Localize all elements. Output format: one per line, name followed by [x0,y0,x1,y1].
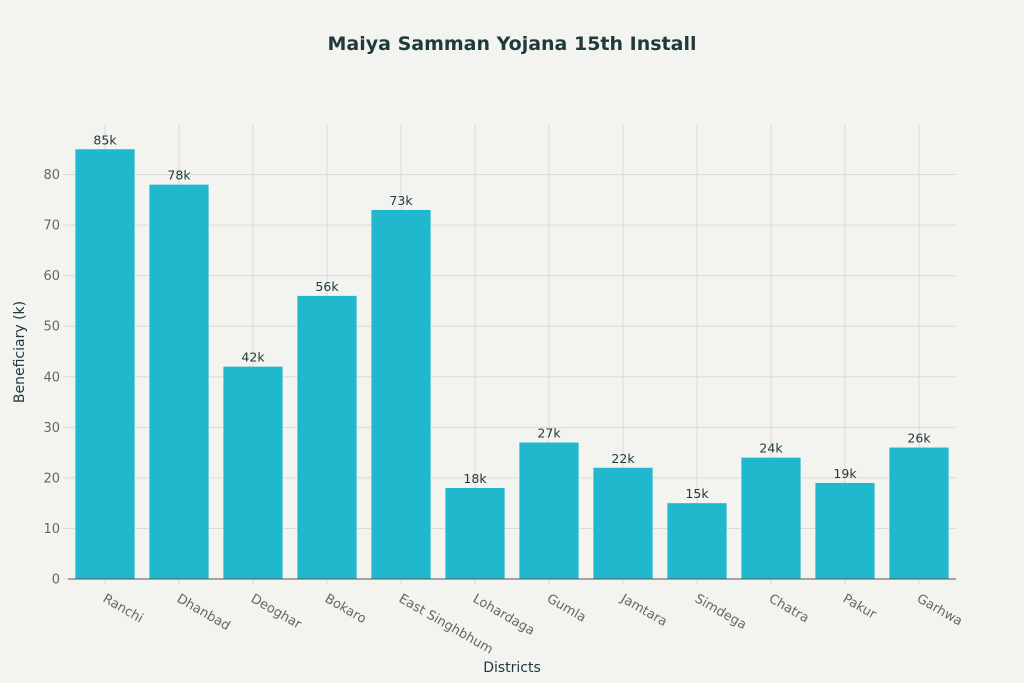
y-axis-label: Beneficiary (k) [12,301,28,403]
bar-jamtara [593,467,653,579]
y-tick-label: 10 [43,522,60,537]
x-tick-label: Deoghar [248,591,304,632]
x-tick-label: Chatra [766,591,811,626]
bar-pakur [815,482,875,579]
data-label: 19k [833,466,857,481]
data-label: 26k [907,431,931,446]
chart-title: Maiya Samman Yojana 15th Install [328,33,697,55]
x-tick-label: Gumla [544,591,588,625]
bar-dhanbad [149,184,209,579]
y-tick-label: 0 [52,573,60,588]
x-tick-label: Lohardaga [470,591,537,638]
y-tick-label: 30 [43,421,60,436]
y-tick-label: 20 [43,471,60,486]
bar-garhwa [889,447,949,579]
data-label: 27k [537,426,561,441]
x-tick-label: Bokaro [322,591,369,627]
y-tick-label: 50 [43,320,60,335]
x-axis-label: Districts [483,660,541,676]
x-tick-label: Garhwa [914,591,965,629]
x-tick-label: Simdega [692,591,749,632]
bar-chatra [741,457,801,579]
bar-bokaro [297,295,357,579]
data-label: 56k [315,279,339,294]
data-label: 22k [611,451,635,466]
data-label: 78k [167,168,191,183]
y-tick-label: 40 [43,370,60,385]
bar-east-singhbhum [371,209,431,579]
x-tick-label: Pakur [840,591,879,622]
data-label: 15k [685,486,709,501]
y-tick-label: 60 [43,269,60,284]
data-label: 73k [389,193,413,208]
bar-gumla [519,442,579,579]
bar-simdega [667,503,727,579]
data-label: 42k [241,350,265,365]
x-tick-label: Ranchi [100,591,146,626]
bar-deoghar [223,366,283,579]
data-label: 18k [463,471,487,486]
x-tick-label: Jamtara [617,591,669,630]
y-tick-label: 80 [43,168,60,183]
bars [75,149,949,579]
data-label: 85k [93,132,117,147]
data-label: 24k [759,441,783,456]
data-labels: 85k 78k 42k 56k 73k 18k 27k 22k 15k 24k 19k 26k [93,132,931,501]
y-tick-label: 70 [43,219,60,234]
bar-lohardaga [445,488,505,579]
x-axis: Ranchi Dhanbad Deoghar Bokaro East Singhbhum… [68,578,965,658]
bar-ranchi [75,149,135,579]
x-tick-label: Dhanbad [174,591,233,633]
y-axis: 0 10 20 30 40 50 60 70 80 [43,168,68,588]
